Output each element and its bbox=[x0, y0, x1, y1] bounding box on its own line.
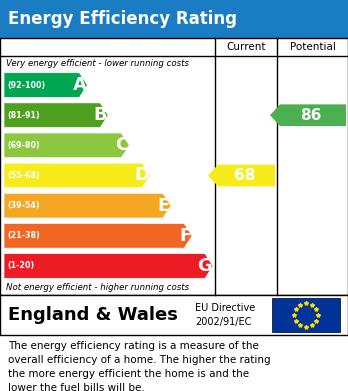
Text: 2002/91/EC: 2002/91/EC bbox=[195, 317, 251, 327]
Polygon shape bbox=[4, 254, 213, 278]
Bar bbox=[0, 38, 348, 295]
Polygon shape bbox=[4, 223, 192, 248]
Text: A: A bbox=[72, 76, 86, 94]
Bar bbox=[0, 295, 348, 335]
Text: (69-80): (69-80) bbox=[7, 141, 40, 150]
Text: (81-91): (81-91) bbox=[7, 111, 40, 120]
Text: (55-68): (55-68) bbox=[7, 171, 40, 180]
Text: (21-38): (21-38) bbox=[7, 231, 40, 240]
Polygon shape bbox=[4, 163, 150, 188]
Text: (92-100): (92-100) bbox=[7, 81, 45, 90]
Text: D: D bbox=[134, 167, 149, 185]
Text: C: C bbox=[115, 136, 128, 154]
Polygon shape bbox=[4, 193, 171, 218]
Text: The energy efficiency rating is a measure of the
overall efficiency of a home. T: The energy efficiency rating is a measur… bbox=[8, 341, 271, 391]
Text: (39-54): (39-54) bbox=[7, 201, 40, 210]
Text: 68: 68 bbox=[234, 168, 255, 183]
Text: F: F bbox=[179, 227, 191, 245]
Polygon shape bbox=[4, 103, 108, 127]
Text: EU Directive: EU Directive bbox=[195, 303, 255, 313]
Text: (1-20): (1-20) bbox=[7, 262, 34, 271]
Text: G: G bbox=[197, 257, 212, 275]
Bar bbox=[0, 0, 348, 38]
Polygon shape bbox=[270, 104, 346, 126]
Text: Not energy efficient - higher running costs: Not energy efficient - higher running co… bbox=[6, 283, 189, 292]
Polygon shape bbox=[208, 165, 275, 187]
Text: 86: 86 bbox=[300, 108, 322, 123]
Text: England & Wales: England & Wales bbox=[8, 306, 178, 324]
Text: E: E bbox=[158, 197, 170, 215]
Bar bbox=[272, 298, 340, 332]
Text: Potential: Potential bbox=[290, 42, 335, 52]
Text: Energy Efficiency Rating: Energy Efficiency Rating bbox=[8, 10, 237, 28]
Text: B: B bbox=[94, 106, 107, 124]
Polygon shape bbox=[4, 73, 87, 97]
Text: Very energy efficient - lower running costs: Very energy efficient - lower running co… bbox=[6, 59, 189, 68]
Text: Current: Current bbox=[226, 42, 266, 52]
Polygon shape bbox=[4, 133, 129, 158]
